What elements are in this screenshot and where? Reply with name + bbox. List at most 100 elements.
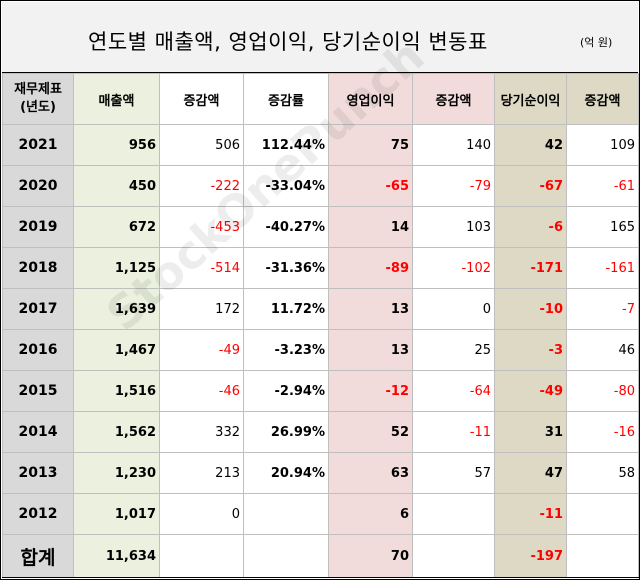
table-title: 연도별 매출액, 영업이익, 당기순이익 변동표 [88,30,488,54]
cell-revenue: 1,230 [73,452,160,494]
total-label: 합계 [2,534,74,578]
cell-rev-change: 213 [159,452,244,494]
header-op-change: 증감액 [412,73,495,125]
cell-op-income: 6 [328,493,413,535]
cell-net-income: -49 [494,370,567,412]
cell-year: 2013 [2,452,74,494]
cell-net-income: 31 [494,411,567,453]
cell-net-change: -61 [566,165,639,207]
cell-net-change: -16 [566,411,639,453]
total-empty-cell [243,534,329,578]
cell-rev-rate: -33.04% [243,165,329,207]
cell-net-change: 46 [566,329,639,371]
cell-revenue: 1,562 [73,411,160,453]
cell-op-income: 13 [328,288,413,330]
cell-op-income: 13 [328,329,413,371]
cell-net-change: 109 [566,124,639,166]
cell-op-income: 63 [328,452,413,494]
cell-revenue: 1,467 [73,329,160,371]
cell-year: 2017 [2,288,74,330]
cell-year: 2020 [2,165,74,207]
cell-year: 2016 [2,329,74,371]
cell-revenue: 956 [73,124,160,166]
cell-revenue: 1,639 [73,288,160,330]
cell-net-income: -3 [494,329,567,371]
cell-revenue: 1,017 [73,493,160,535]
cell-rev-change: -453 [159,206,244,248]
cell-rev-rate [243,493,329,535]
total-row: 합계 11,634 70 -197 [2,534,639,578]
cell-net-income: 42 [494,124,567,166]
cell-revenue: 1,125 [73,247,160,289]
cell-net-income: -10 [494,288,567,330]
header-revenue: 매출액 [73,73,160,125]
cell-net-income: -6 [494,206,567,248]
cell-net-income: 47 [494,452,567,494]
financial-table: 재무제표 (년도) 매출액 증감액 증감률 영업이익 증감액 당기순이익 증감액… [2,73,639,578]
table-row: 2017 1,639 172 11.72% 13 0 -10 -7 [2,288,639,330]
cell-op-income: 75 [328,124,413,166]
cell-net-income: -67 [494,165,567,207]
table-row: 2020 450 -222 -33.04% -65 -79 -67 -61 [2,165,639,207]
cell-op-income: 52 [328,411,413,453]
cell-op-change [412,493,495,535]
cell-op-change: 140 [412,124,495,166]
cell-rev-rate: 26.99% [243,411,329,453]
cell-year: 2019 [2,206,74,248]
cell-rev-rate: 20.94% [243,452,329,494]
cell-op-change: -64 [412,370,495,412]
table-row: 2015 1,516 -46 -2.94% -12 -64 -49 -80 [2,370,639,412]
cell-rev-change: 172 [159,288,244,330]
header-year: 재무제표 (년도) [2,73,74,125]
table-row: 2012 1,017 0 6 -11 [2,493,639,535]
cell-op-change: -102 [412,247,495,289]
cell-rev-rate: -40.27% [243,206,329,248]
cell-rev-rate: -31.36% [243,247,329,289]
header-row: 재무제표 (년도) 매출액 증감액 증감률 영업이익 증감액 당기순이익 증감액 [2,73,639,125]
cell-rev-rate: -3.23% [243,329,329,371]
cell-rev-rate: 11.72% [243,288,329,330]
header-op-income: 영업이익 [328,73,413,125]
cell-rev-change: 332 [159,411,244,453]
cell-rev-rate: 112.44% [243,124,329,166]
cell-net-change: -161 [566,247,639,289]
cell-net-income: -171 [494,247,567,289]
cell-op-change: -79 [412,165,495,207]
table-row: 2021 956 506 112.44% 75 140 42 109 [2,124,639,166]
cell-op-income: -12 [328,370,413,412]
cell-year: 2015 [2,370,74,412]
cell-net-change: 165 [566,206,639,248]
cell-revenue: 450 [73,165,160,207]
cell-op-change: 103 [412,206,495,248]
total-empty-cell [412,534,495,578]
cell-rev-change: 0 [159,493,244,535]
cell-op-income: 14 [328,206,413,248]
header-year-line2: (년도) [20,100,56,115]
cell-rev-change: 506 [159,124,244,166]
cell-net-change: 58 [566,452,639,494]
cell-op-income: -89 [328,247,413,289]
cell-net-income: -11 [494,493,567,535]
total-empty-cell [566,534,639,578]
cell-net-change [566,493,639,535]
cell-op-income: -65 [328,165,413,207]
cell-rev-change: -49 [159,329,244,371]
cell-revenue: 1,516 [73,370,160,412]
table-row: 2018 1,125 -514 -31.36% -89 -102 -171 -161 [2,247,639,289]
cell-net-change: -7 [566,288,639,330]
total-op-income: 70 [328,534,413,578]
table-row: 2013 1,230 213 20.94% 63 57 47 58 [2,452,639,494]
cell-op-change: 0 [412,288,495,330]
cell-rev-change: -222 [159,165,244,207]
cell-op-change: 57 [412,452,495,494]
table-body: 2021 956 506 112.44% 75 140 42 109 2020 450 -222 -3… [2,124,639,535]
total-revenue: 11,634 [73,534,160,578]
cell-rev-rate: -2.94% [243,370,329,412]
header-year-line1: 재무제표 [14,82,62,97]
cell-revenue: 672 [73,206,160,248]
table-row: 2014 1,562 332 26.99% 52 -11 31 -16 [2,411,639,453]
cell-year: 2012 [2,493,74,535]
cell-net-change: -80 [566,370,639,412]
cell-op-change: 25 [412,329,495,371]
